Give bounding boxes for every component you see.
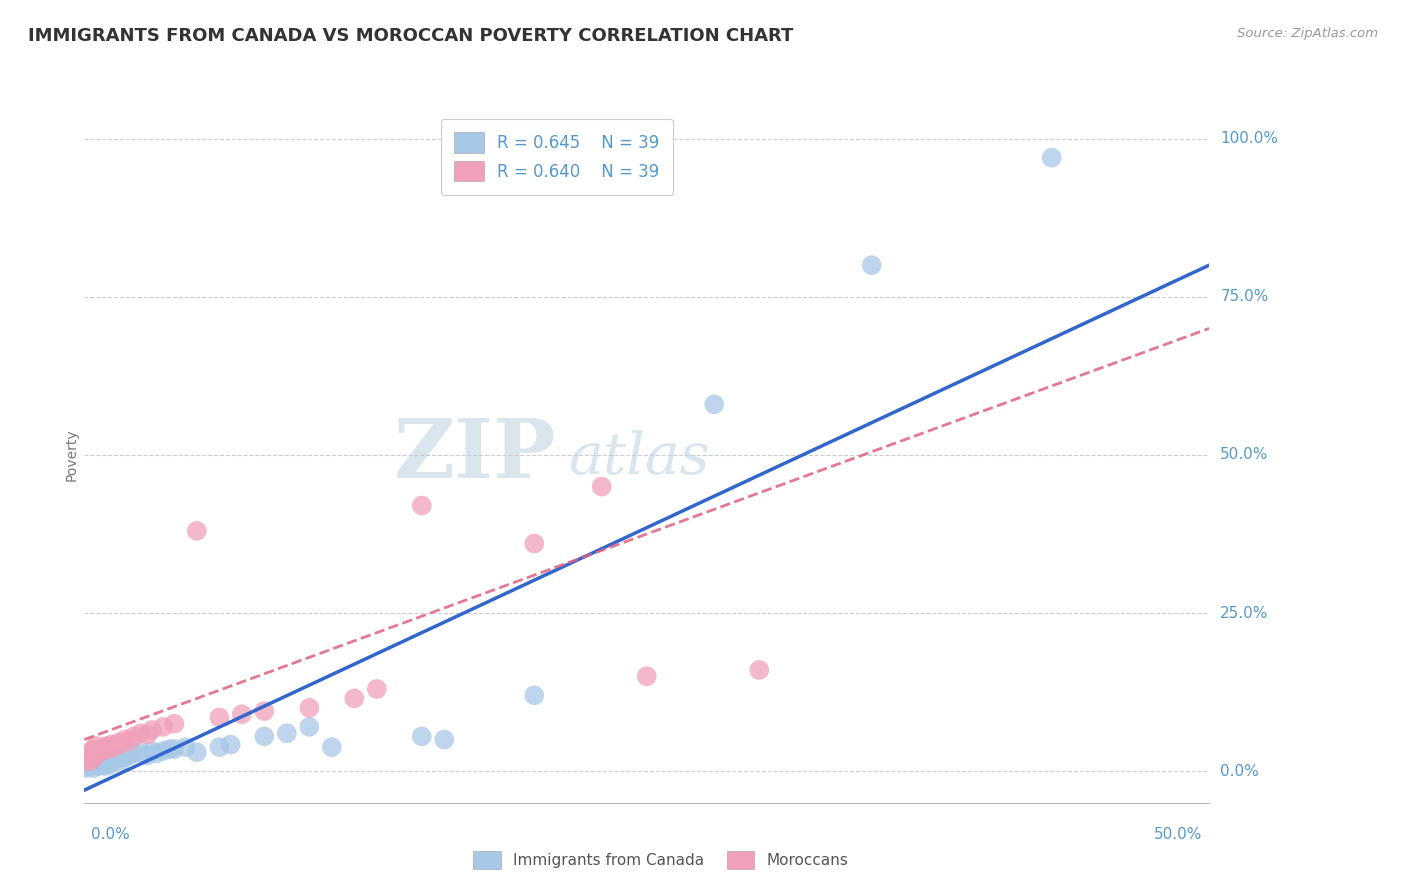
- Point: [141, 744, 163, 758]
- Point: [84, 756, 107, 771]
- Text: 50.0%: 50.0%: [1154, 827, 1202, 841]
- Point: [84, 739, 107, 753]
- Point: [591, 479, 613, 493]
- Point: [93, 759, 115, 773]
- Legend: R = 0.645    N = 39, R = 0.640    N = 39: R = 0.645 N = 39, R = 0.640 N = 39: [440, 119, 673, 194]
- Point: [76, 761, 98, 775]
- Point: [118, 734, 141, 748]
- Text: 75.0%: 75.0%: [1220, 289, 1268, 304]
- Point: [141, 723, 163, 737]
- Point: [343, 691, 366, 706]
- Text: Source: ZipAtlas.com: Source: ZipAtlas.com: [1237, 27, 1378, 40]
- Point: [80, 745, 103, 759]
- Point: [77, 748, 100, 763]
- Point: [122, 730, 145, 744]
- Point: [77, 759, 100, 773]
- Point: [523, 688, 546, 702]
- Point: [186, 745, 208, 759]
- Point: [163, 716, 186, 731]
- Point: [136, 727, 159, 741]
- Point: [1040, 151, 1063, 165]
- Point: [82, 750, 104, 764]
- Point: [298, 720, 321, 734]
- Text: atlas: atlas: [568, 430, 710, 487]
- Point: [523, 536, 546, 550]
- Point: [163, 742, 186, 756]
- Point: [87, 759, 110, 773]
- Point: [84, 748, 107, 763]
- Point: [253, 730, 276, 744]
- Point: [136, 748, 159, 763]
- Text: 0.0%: 0.0%: [91, 827, 131, 841]
- Point: [253, 704, 276, 718]
- Point: [80, 753, 103, 767]
- Point: [129, 726, 152, 740]
- Point: [98, 742, 121, 756]
- Point: [107, 751, 129, 765]
- Point: [433, 732, 456, 747]
- Point: [321, 740, 343, 755]
- Point: [107, 736, 129, 750]
- Point: [366, 681, 388, 696]
- Point: [91, 744, 114, 758]
- Point: [110, 755, 132, 769]
- Text: 50.0%: 50.0%: [1220, 448, 1268, 462]
- Point: [77, 755, 100, 769]
- Point: [103, 740, 125, 755]
- Point: [219, 738, 242, 752]
- Text: 0.0%: 0.0%: [1220, 764, 1258, 779]
- Point: [93, 740, 115, 755]
- Point: [276, 726, 298, 740]
- Point: [231, 707, 253, 722]
- Point: [860, 258, 883, 272]
- Text: IMMIGRANTS FROM CANADA VS MOROCCAN POVERTY CORRELATION CHART: IMMIGRANTS FROM CANADA VS MOROCCAN POVER…: [28, 27, 793, 45]
- Text: 25.0%: 25.0%: [1220, 606, 1268, 621]
- Text: 100.0%: 100.0%: [1220, 131, 1278, 146]
- Point: [100, 738, 122, 752]
- Point: [208, 710, 231, 724]
- Point: [76, 751, 98, 765]
- Point: [82, 742, 104, 756]
- Point: [103, 753, 125, 767]
- Point: [89, 742, 111, 756]
- Point: [152, 744, 174, 758]
- Point: [80, 757, 103, 772]
- Point: [91, 755, 114, 769]
- Point: [118, 748, 141, 763]
- Point: [703, 397, 725, 411]
- Y-axis label: Poverty: Poverty: [65, 429, 79, 481]
- Point: [411, 499, 433, 513]
- Point: [96, 756, 118, 771]
- Point: [96, 739, 118, 753]
- Text: ZIP: ZIP: [394, 415, 557, 495]
- Point: [100, 755, 122, 769]
- Point: [636, 669, 658, 683]
- Point: [98, 757, 121, 772]
- Point: [411, 730, 433, 744]
- Point: [87, 745, 110, 759]
- Point: [122, 747, 145, 761]
- Point: [110, 738, 132, 752]
- Point: [298, 701, 321, 715]
- Point: [129, 745, 152, 759]
- Point: [152, 720, 174, 734]
- Legend: Immigrants from Canada, Moroccans: Immigrants from Canada, Moroccans: [467, 845, 855, 875]
- Point: [145, 747, 167, 761]
- Point: [82, 761, 104, 775]
- Point: [208, 740, 231, 755]
- Point: [186, 524, 208, 538]
- Point: [114, 750, 136, 764]
- Point: [114, 732, 136, 747]
- Point: [89, 757, 111, 772]
- Point: [174, 740, 197, 755]
- Point: [748, 663, 770, 677]
- Point: [159, 742, 181, 756]
